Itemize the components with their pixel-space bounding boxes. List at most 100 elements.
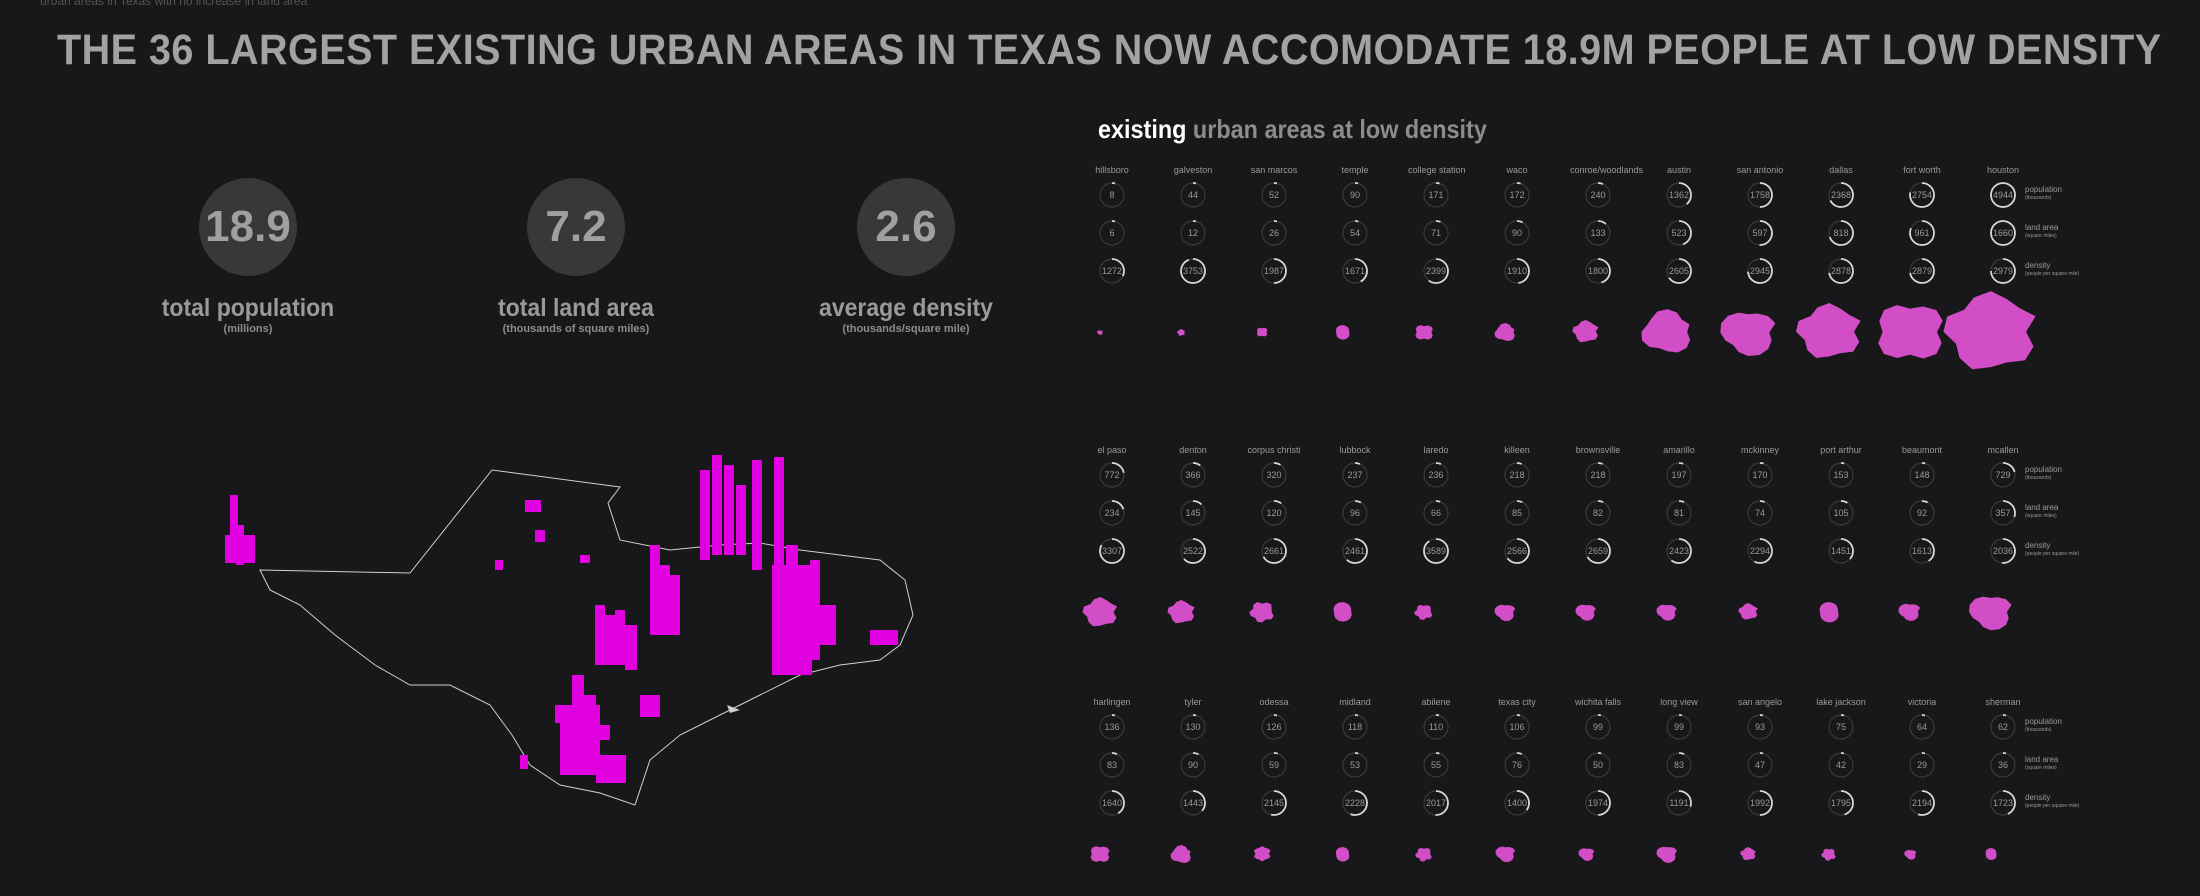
- ring-value: 2294: [1749, 546, 1771, 556]
- section-title-rest: urban areas at low density: [1192, 114, 1487, 144]
- city-name: corpus christi: [1247, 445, 1301, 455]
- ring-gauge: [1180, 538, 1206, 564]
- city-name: port arthur: [1820, 445, 1862, 455]
- metric-ring: 83: [1665, 751, 1693, 779]
- metric-ring: 96: [1341, 499, 1369, 527]
- metric-ring: 26: [1260, 219, 1288, 247]
- metric-ring: 83: [1098, 751, 1126, 779]
- city-el-paso: el paso 772 234 3307: [1084, 445, 1140, 575]
- ring-gauge: [1261, 220, 1287, 246]
- metric-ring: 29: [1908, 751, 1936, 779]
- city-long-view: long view 99 83 1191: [1651, 697, 1707, 827]
- metric-label-land-area: land area (square miles): [2025, 503, 2059, 519]
- metric-ring: 8: [1098, 181, 1126, 209]
- ring-value: 1987: [1263, 266, 1285, 276]
- ring-value: 961: [1914, 228, 1930, 238]
- ring-value: 2017: [1425, 798, 1447, 808]
- metric-label-population: population (thousands): [2025, 465, 2062, 481]
- ring-value: 130: [1185, 722, 1201, 732]
- ring-value: 47: [1754, 760, 1765, 770]
- ring-gauge: [1666, 500, 1692, 526]
- city-victoria: victoria 64 29 2194: [1894, 697, 1950, 827]
- ring-gauge: [1666, 220, 1692, 246]
- ring-value: 597: [1752, 228, 1768, 238]
- ring-value: 29: [1916, 760, 1927, 770]
- ring-gauge: [1099, 258, 1125, 284]
- kpi-density-value: 2.6: [857, 178, 955, 276]
- metric-ring: 2228: [1341, 789, 1369, 817]
- ring-value: 90: [1349, 190, 1360, 200]
- ring-value: 1191: [1669, 798, 1689, 808]
- urban-footprint: [1256, 327, 1268, 337]
- metric-ring: 99: [1665, 713, 1693, 741]
- metric-ring: 234: [1098, 499, 1126, 527]
- ring-value: 2036: [1992, 546, 2014, 556]
- metric-ring: 172: [1503, 181, 1531, 209]
- metric-ring: 2605: [1665, 257, 1693, 285]
- kpi-population-unit: (millions): [223, 323, 273, 335]
- metric-ring: 55: [1422, 751, 1450, 779]
- ring-gauge: [1585, 220, 1611, 246]
- ring-value: 8: [1109, 190, 1115, 200]
- metric-ring: 74: [1746, 499, 1774, 527]
- city-name: long view: [1660, 697, 1698, 707]
- ring-gauge: [1423, 790, 1449, 816]
- ring-gauge: [1342, 258, 1368, 284]
- ring-gauge: [1423, 538, 1449, 564]
- ring-gauge: [1261, 500, 1287, 526]
- ring-gauge: [1504, 182, 1530, 208]
- ring-gauge: [1504, 462, 1530, 488]
- ring-value: 2566: [1506, 546, 1528, 556]
- ring-gauge: [1342, 790, 1368, 816]
- city-name: amarillo: [1663, 445, 1695, 455]
- metric-ring: 126: [1260, 713, 1288, 741]
- ring-gauge: [1180, 182, 1206, 208]
- ring-value: 3589: [1425, 546, 1447, 556]
- metric-ring: 1910: [1503, 257, 1531, 285]
- metric-ring: 1723: [1989, 789, 2017, 817]
- city-name: houston: [1986, 165, 2020, 175]
- ring-gauge: [1909, 714, 1935, 740]
- metric-ring: 2036: [1989, 537, 2017, 565]
- urban-footprint: [1819, 601, 1839, 623]
- urban-footprint: [1640, 309, 1690, 353]
- metric-label-land-area: land area (square miles): [2025, 223, 2059, 239]
- ring-gauge: [1180, 220, 1206, 246]
- city-name: mckinney: [1740, 445, 1779, 455]
- ring-gauge: [1747, 752, 1773, 778]
- metric-ring: 153: [1827, 461, 1855, 489]
- urban-footprint: [1821, 848, 1836, 861]
- ring-value: 1362: [1668, 190, 1690, 200]
- ring-value: 2145: [1263, 798, 1285, 808]
- city-name: waco: [1506, 165, 1528, 175]
- ring-value: 236: [1428, 470, 1444, 480]
- metric-label-density: density (people per square mile): [2025, 541, 2080, 557]
- ring-gauge: [1261, 538, 1287, 564]
- ring-value: 818: [1833, 228, 1849, 238]
- ring-value: 1800: [1587, 266, 1609, 276]
- ring-gauge: [1423, 714, 1449, 740]
- city-name: wichita falls: [1574, 697, 1621, 707]
- ring-value: 136: [1104, 722, 1120, 732]
- urban-footprint: [1166, 599, 1195, 624]
- ring-value: 59: [1268, 760, 1279, 770]
- ring-gauge: [1990, 538, 2016, 564]
- metric-ring: 218: [1584, 461, 1612, 489]
- city-san-marcos: san marcos 52 26 1987: [1246, 165, 1302, 295]
- ring-value: 357: [1995, 508, 2011, 518]
- ring-value: 2659: [1587, 546, 1609, 556]
- urban-footprint: [1719, 312, 1776, 356]
- metric-ring: 106: [1503, 713, 1531, 741]
- ring-value: 92: [1916, 508, 1927, 518]
- city-name: austin: [1666, 165, 1692, 175]
- metric-ring: 120: [1260, 499, 1288, 527]
- ring-gauge: [1342, 500, 1368, 526]
- metric-ring: 1758: [1746, 181, 1774, 209]
- ring-value: 2661: [1263, 546, 1285, 556]
- city-name: san marcos: [1250, 165, 1298, 175]
- ring-gauge: [1828, 752, 1854, 778]
- metric-ring: 1800: [1584, 257, 1612, 285]
- metric-ring: 2661: [1260, 537, 1288, 565]
- metric-ring: 2461: [1341, 537, 1369, 565]
- ring-value: 64: [1916, 722, 1927, 732]
